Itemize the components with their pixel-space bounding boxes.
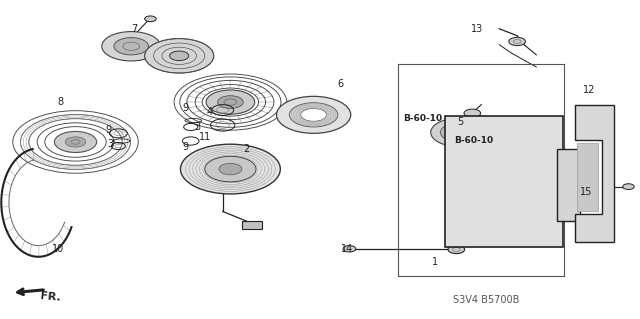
Circle shape	[492, 157, 515, 168]
Circle shape	[102, 32, 161, 61]
Circle shape	[448, 245, 465, 254]
Circle shape	[623, 184, 634, 189]
Text: 15: 15	[580, 187, 593, 197]
Circle shape	[54, 131, 97, 152]
Circle shape	[218, 96, 243, 108]
Text: 11: 11	[198, 132, 211, 142]
Circle shape	[276, 96, 351, 133]
Circle shape	[206, 90, 255, 114]
Text: 3: 3	[107, 139, 113, 149]
Circle shape	[456, 157, 479, 168]
Text: B-60-10: B-60-10	[454, 136, 493, 145]
Text: 6: 6	[337, 78, 344, 89]
Text: 4: 4	[207, 107, 213, 117]
Text: 9: 9	[182, 103, 189, 113]
Text: B-60-10: B-60-10	[403, 114, 442, 122]
Text: 12: 12	[582, 85, 595, 95]
Circle shape	[289, 103, 338, 127]
Circle shape	[509, 37, 525, 46]
Circle shape	[464, 109, 481, 117]
Text: S3V4 B5700B: S3V4 B5700B	[453, 295, 520, 305]
Text: 5: 5	[458, 117, 464, 127]
Circle shape	[180, 144, 280, 194]
Polygon shape	[575, 105, 614, 242]
Circle shape	[65, 137, 86, 147]
Circle shape	[489, 135, 517, 149]
Text: 2: 2	[243, 144, 250, 154]
Text: 14: 14	[340, 244, 353, 255]
Circle shape	[301, 108, 326, 121]
Circle shape	[463, 199, 495, 215]
Circle shape	[145, 16, 156, 22]
Circle shape	[145, 39, 214, 73]
FancyBboxPatch shape	[577, 143, 598, 211]
Circle shape	[586, 229, 603, 237]
Circle shape	[582, 174, 593, 180]
Text: 10: 10	[51, 244, 64, 254]
Circle shape	[474, 179, 497, 191]
Circle shape	[456, 179, 479, 191]
Circle shape	[170, 51, 189, 61]
Circle shape	[453, 135, 481, 149]
Circle shape	[114, 38, 148, 55]
FancyBboxPatch shape	[242, 221, 262, 229]
Text: 3: 3	[194, 122, 200, 132]
Circle shape	[466, 219, 492, 231]
Circle shape	[219, 163, 242, 175]
Circle shape	[471, 135, 499, 149]
FancyBboxPatch shape	[445, 116, 563, 247]
Circle shape	[431, 118, 488, 147]
Text: 8: 8	[58, 97, 64, 107]
FancyArrowPatch shape	[18, 289, 44, 294]
Text: 7: 7	[131, 24, 138, 34]
Circle shape	[343, 246, 356, 252]
Text: 1: 1	[432, 257, 438, 267]
Circle shape	[440, 123, 479, 142]
Circle shape	[205, 156, 256, 182]
Text: 13: 13	[470, 24, 483, 34]
Text: FR.: FR.	[40, 292, 61, 303]
Text: 9: 9	[182, 142, 189, 152]
Text: 9: 9	[106, 125, 112, 135]
Circle shape	[474, 157, 497, 168]
FancyBboxPatch shape	[557, 149, 580, 221]
Circle shape	[586, 111, 603, 119]
